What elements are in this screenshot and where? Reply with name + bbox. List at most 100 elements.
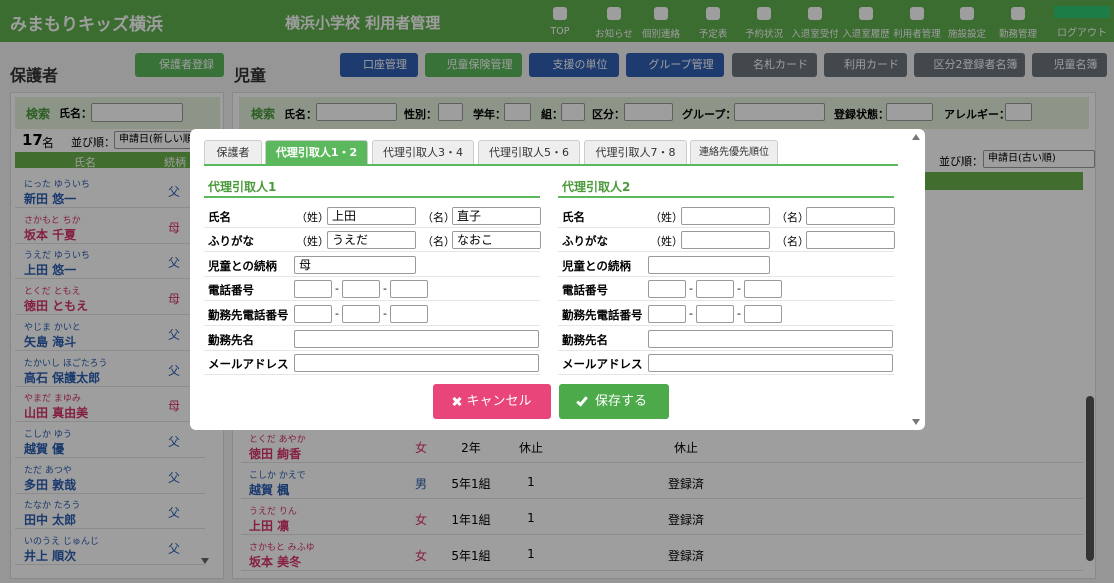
kana[interactable]: にった ゆういち [24,180,90,190]
filter-input[interactable] [561,103,585,121]
text-input[interactable] [648,256,770,274]
filter-input[interactable] [1005,103,1032,121]
kana[interactable]: いのうえ じゅんじ [24,537,99,547]
nav-icon[interactable] [910,7,924,20]
toolbar-button[interactable]: 児童保険管理 [425,53,522,77]
name[interactable]: 越賀 楓 [249,483,290,497]
logout[interactable]: ログアウト [1057,28,1107,39]
phone-input[interactable] [648,305,686,323]
name[interactable]: 高石 保護太郎 [24,370,101,385]
text-input[interactable] [648,330,893,348]
kana[interactable]: ただ あつや [24,465,72,476]
kana[interactable]: やまだ まゆみ [24,394,81,405]
tab[interactable]: 代理引取人3・4 [372,140,474,164]
filter-input[interactable] [438,103,463,121]
text-input[interactable]: うえだ [327,231,416,249]
nav-item[interactable]: 予定表 [698,29,728,40]
nav-item[interactable]: 利用者管理 [893,29,941,40]
nav-icon[interactable] [757,7,771,20]
tab[interactable]: 連絡先優先順位 [690,140,778,164]
phone-input[interactable] [744,305,782,323]
name[interactable]: 多田 敦哉 [24,477,77,492]
save-button[interactable]: 保存する [559,384,669,419]
tab[interactable]: 保護者 [204,140,262,164]
text-input[interactable] [681,231,770,249]
phone-input[interactable] [342,280,380,298]
phone-input[interactable] [390,280,428,298]
toolbar-button[interactable]: グループ管理 [626,53,724,77]
kana[interactable]: こしか ゆう [24,429,72,440]
phone-input[interactable] [696,280,734,298]
kana[interactable]: やじま かいと [24,322,81,333]
phone-input[interactable] [390,305,428,323]
name[interactable]: 坂本 千夏 [24,227,77,242]
name[interactable]: 新田 悠一 [24,192,77,206]
text-input[interactable] [294,354,539,372]
phone-input[interactable] [294,280,332,298]
nav-item[interactable]: TOP [550,26,570,37]
sort-select[interactable]: 申請日(古い順) [983,150,1095,168]
toolbar-button[interactable]: 利用カード [824,53,907,77]
name[interactable]: 徳田 絢香 [249,447,302,461]
tab[interactable]: 代理引取人1・2 [265,140,368,164]
filter-input[interactable] [734,103,825,121]
name[interactable]: 山田 真由美 [24,406,89,421]
register-button[interactable]: 保護者登録 [135,53,224,77]
nav-icon[interactable] [808,7,822,20]
name[interactable]: 坂本 美冬 [249,555,302,569]
nav-item[interactable]: 予約状況 [744,29,783,40]
toolbar-button[interactable]: 支援の単位 [529,53,619,77]
toolbar-button[interactable]: 区分2登録者名簿 [914,53,1025,77]
name[interactable]: 越賀 優 [24,441,65,456]
nav-item[interactable]: 個別連絡 [641,29,680,40]
kana[interactable]: とくだ ともえ [24,287,81,298]
filter-input[interactable] [316,103,397,121]
toolbar-button[interactable]: 児童名簿 [1032,53,1107,77]
text-input[interactable] [806,231,895,249]
toolbar-button[interactable]: 口座管理 [340,53,418,77]
nav-icon[interactable] [706,7,720,20]
text-input[interactable]: 母 [294,256,416,274]
tab[interactable]: 代理引取人7・8 [584,140,687,164]
text-input[interactable]: 上田 [327,207,416,225]
text-input[interactable] [806,207,895,225]
kana[interactable]: さかもと みふゆ [249,543,315,553]
name[interactable]: 上田 悠一 [24,263,77,278]
kana[interactable]: こしか かえで [249,471,306,481]
phone-input[interactable] [696,305,734,323]
phone-input[interactable] [294,305,332,323]
nav-icon[interactable] [960,7,974,20]
text-input[interactable]: 直子 [452,207,541,225]
cancel-button[interactable]: キャンセル [433,384,551,419]
nav-item[interactable]: 入退室履歴 [842,29,890,40]
kana[interactable]: たかいし ほごたろう [24,358,108,369]
nav-item[interactable]: 入退室受付 [791,29,839,40]
filter-input[interactable] [504,103,531,121]
name[interactable]: 徳田 ともえ [24,299,89,314]
phone-input[interactable] [648,280,686,298]
filter-input[interactable] [886,103,933,121]
nav-icon[interactable] [553,7,567,20]
name[interactable]: 矢島 海斗 [24,334,77,349]
kana[interactable]: うえだ ゆういち [24,251,90,262]
kana[interactable]: さかもと ちか [24,215,81,226]
filter-input[interactable] [624,103,673,121]
name[interactable]: 上田 凛 [249,519,290,533]
kana[interactable]: とくだ あやか [249,435,306,445]
nav-icon[interactable] [859,7,873,20]
name-input[interactable] [91,103,183,122]
nav-item[interactable]: 施設設定 [947,29,986,40]
nav-icon[interactable] [1011,7,1025,20]
phone-input[interactable] [342,305,380,323]
text-input[interactable] [648,354,893,372]
text-input[interactable] [681,207,770,225]
nav-item[interactable]: 勤務管理 [998,29,1037,40]
kana[interactable]: うえだ りん [249,507,297,517]
nav-item[interactable]: お知らせ [595,29,633,40]
tab[interactable]: 代理引取人5・6 [478,140,580,164]
logout-bar[interactable] [1054,6,1110,18]
name[interactable]: 田中 太郎 [24,513,77,528]
phone-input[interactable] [744,280,782,298]
kana[interactable]: たなか たろう [24,501,81,512]
nav-icon[interactable] [607,7,621,20]
